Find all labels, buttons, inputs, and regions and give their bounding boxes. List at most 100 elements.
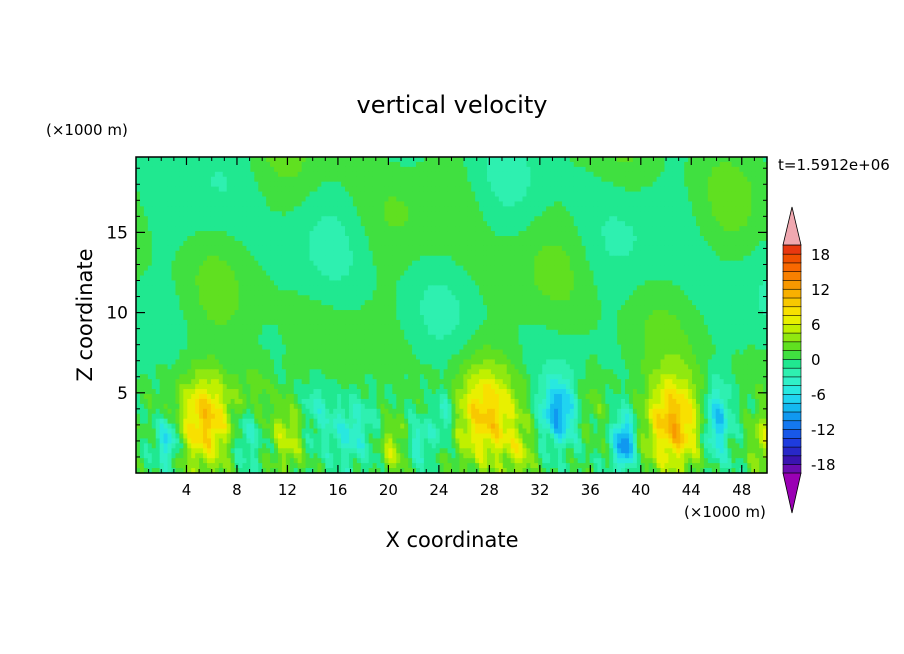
- field-cell: [191, 305, 196, 311]
- field-cell: [187, 191, 192, 198]
- field-cell: [731, 161, 737, 168]
- field-cell: [392, 206, 397, 212]
- field-cell: [632, 186, 638, 193]
- field-cell: [222, 310, 228, 316]
- field-cell: [309, 166, 315, 173]
- field-cell: [486, 186, 492, 193]
- field-cell: [475, 231, 480, 237]
- field-cell: [565, 265, 571, 272]
- field-cell: [636, 211, 642, 217]
- field-cell: [199, 305, 204, 311]
- field-cell: [274, 221, 279, 227]
- field-cell: [593, 285, 599, 291]
- field-cell: [155, 290, 161, 296]
- field-cell: [589, 300, 595, 306]
- field-cell: [360, 260, 366, 267]
- field-cell: [226, 231, 232, 237]
- field-cell: [632, 240, 638, 247]
- field-cell: [254, 211, 259, 217]
- field-cell: [656, 196, 662, 203]
- field-cell: [151, 240, 157, 247]
- field-cell: [341, 186, 346, 193]
- field-cell: [333, 176, 338, 183]
- field-cell: [518, 305, 524, 311]
- field-cell: [664, 216, 669, 222]
- field-cell: [589, 255, 595, 262]
- field-cell: [652, 176, 658, 183]
- field-cell: [230, 290, 236, 296]
- field-cell: [569, 171, 575, 178]
- field-cell: [364, 231, 370, 237]
- field-cell: [214, 211, 220, 217]
- field-cell: [644, 270, 650, 277]
- field-cell: [163, 157, 169, 163]
- field-cell: [656, 305, 662, 311]
- field-cell: [696, 201, 701, 207]
- field-cell: [747, 250, 752, 257]
- field-cell: [396, 171, 401, 178]
- field-cell: [297, 280, 303, 286]
- field-cell: [514, 161, 520, 168]
- field-cell: [490, 305, 496, 311]
- field-cell: [617, 265, 622, 272]
- field-cell: [703, 285, 709, 291]
- field-cell: [341, 236, 346, 242]
- field-cell: [479, 240, 484, 247]
- field-cell: [408, 196, 413, 203]
- field-cell: [534, 226, 539, 232]
- field-cell: [467, 216, 472, 222]
- field-cell: [139, 191, 145, 198]
- field-cell: [139, 300, 145, 306]
- field-cell: [163, 255, 169, 262]
- field-cell: [179, 201, 184, 207]
- field-cell: [388, 206, 393, 212]
- field-cell: [636, 216, 642, 222]
- field-cell: [557, 305, 563, 311]
- field-cell: [262, 275, 267, 282]
- field-cell: [585, 176, 591, 183]
- field-cell: [692, 211, 697, 217]
- field-cell: [163, 226, 169, 232]
- field-cell: [289, 295, 295, 301]
- field-cell: [719, 226, 725, 232]
- field-cell: [534, 186, 539, 193]
- field-cell: [372, 280, 378, 286]
- field-cell: [609, 265, 614, 272]
- field-cell: [652, 280, 658, 286]
- field-cell: [759, 245, 764, 252]
- field-cell: [423, 295, 429, 301]
- field-cell: [313, 211, 319, 217]
- field-cell: [490, 231, 496, 237]
- field-cell: [191, 300, 196, 306]
- field-cell: [597, 181, 602, 188]
- field-cell: [427, 166, 433, 173]
- field-cell: [423, 265, 429, 272]
- field-cell: [747, 255, 752, 262]
- field-cell: [348, 196, 354, 203]
- field-cell: [368, 216, 374, 222]
- field-cell: [636, 270, 642, 277]
- field-cell: [609, 166, 614, 173]
- field-cell: [337, 176, 342, 183]
- field-cell: [743, 221, 748, 227]
- field-cell: [759, 236, 764, 242]
- field-cell: [601, 245, 606, 252]
- field-cell: [254, 206, 259, 212]
- field-cell: [187, 171, 192, 178]
- field-cell: [226, 196, 232, 203]
- field-cell: [557, 216, 563, 222]
- field-cell: [735, 236, 740, 242]
- field-cell: [696, 231, 701, 237]
- field-cell: [408, 275, 413, 282]
- field-cell: [526, 280, 531, 286]
- field-cell: [751, 255, 756, 262]
- field-cell: [719, 270, 725, 277]
- field-cell: [703, 240, 709, 247]
- field-cell: [293, 211, 299, 217]
- field-cell: [577, 186, 583, 193]
- field-cell: [467, 290, 472, 296]
- field-cell: [348, 201, 354, 207]
- field-cell: [656, 290, 662, 296]
- field-cell: [187, 166, 192, 173]
- field-cell: [222, 300, 228, 306]
